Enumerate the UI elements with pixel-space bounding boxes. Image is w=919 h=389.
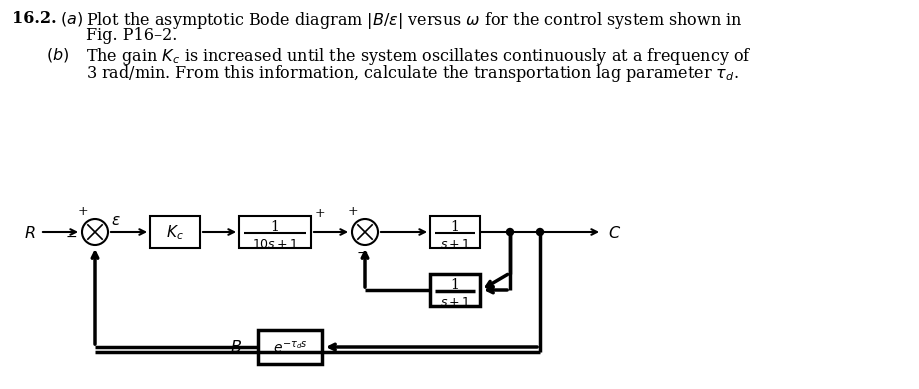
Text: 16.2.: 16.2.: [12, 10, 57, 27]
Text: $\epsilon$: $\epsilon$: [111, 214, 120, 228]
Text: $K_c$: $K_c$: [166, 224, 184, 242]
Circle shape: [506, 228, 513, 235]
Text: $e^{-\tau_d s}$: $e^{-\tau_d s}$: [272, 340, 307, 356]
Bar: [239, 216, 311, 248]
Bar: [150, 216, 199, 248]
Text: 1: 1: [270, 220, 279, 234]
Text: $10s+1$: $10s+1$: [252, 238, 298, 251]
Text: $s+1$: $s+1$: [439, 296, 470, 308]
Text: $s+1$: $s+1$: [439, 238, 470, 251]
Bar: [429, 216, 480, 248]
Text: $(b)$: $(b)$: [46, 46, 69, 64]
Text: −: −: [65, 230, 77, 244]
Text: −: −: [356, 246, 368, 260]
Text: 3 rad/min. From this information, calculate the transportation lag parameter $\t: 3 rad/min. From this information, calcul…: [85, 63, 738, 84]
Text: +: +: [77, 205, 88, 218]
Text: Fig. P16–2.: Fig. P16–2.: [85, 27, 177, 44]
Bar: [429, 274, 480, 306]
Circle shape: [536, 228, 543, 235]
Text: Plot the asymptotic Bode diagram $|B/\varepsilon|$ versus $\omega$ for the contr: Plot the asymptotic Bode diagram $|B/\va…: [85, 10, 742, 31]
Text: The gain $K_c$ is increased until the system oscillates continuously at a freque: The gain $K_c$ is increased until the sy…: [85, 46, 751, 67]
Text: 1: 1: [450, 278, 459, 292]
Text: +: +: [347, 205, 357, 218]
Text: $(a)$: $(a)$: [60, 10, 83, 28]
Bar: [257, 330, 322, 364]
Text: $B$: $B$: [230, 340, 242, 356]
Text: $C$: $C$: [607, 224, 620, 242]
Text: 1: 1: [450, 220, 459, 234]
Text: $R$: $R$: [25, 224, 36, 242]
Text: +: +: [314, 207, 325, 220]
